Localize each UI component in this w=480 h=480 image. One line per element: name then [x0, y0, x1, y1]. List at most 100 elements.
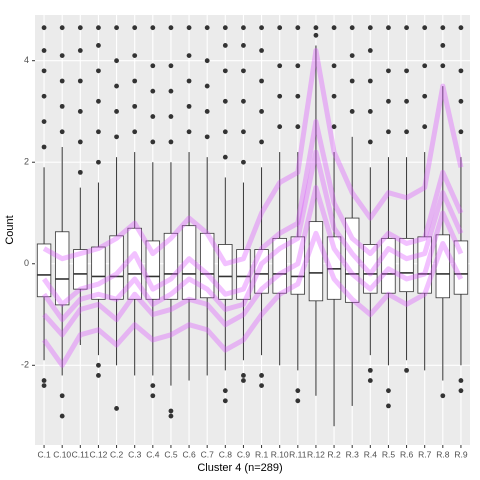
outlier	[367, 109, 373, 114]
outlier	[168, 88, 174, 94]
outlier	[404, 25, 409, 31]
outlier	[277, 124, 283, 130]
outlier	[295, 93, 301, 99]
outlier	[367, 48, 373, 53]
outlier	[59, 78, 65, 84]
outlier	[440, 393, 446, 399]
outlier	[96, 129, 101, 135]
outlier	[422, 63, 428, 69]
outlier	[168, 408, 174, 414]
outlier	[41, 48, 47, 53]
x-tick-label: R.7	[418, 449, 432, 459]
x-tick-label: R.6	[400, 449, 414, 459]
outlier	[96, 43, 101, 48]
x-tick-label: C.9	[237, 449, 251, 459]
x-tick-label: R.10	[271, 449, 289, 459]
outlier	[59, 53, 65, 59]
outlier	[349, 109, 355, 114]
outlier	[132, 53, 138, 59]
outlier	[367, 367, 373, 373]
outlier	[204, 25, 210, 31]
box	[199, 232, 215, 299]
box	[254, 249, 269, 294]
outlier	[186, 78, 192, 84]
x-tick-label: R.3	[346, 449, 360, 459]
x-tick-label: C.11	[72, 449, 90, 459]
outlier	[59, 103, 65, 109]
outlier	[77, 139, 83, 145]
x-tick-label: R.2	[327, 449, 341, 459]
outlier	[277, 25, 283, 31]
outlier	[422, 93, 428, 99]
y-axis-title: Count	[4, 215, 16, 244]
outlier	[77, 169, 83, 175]
outlier	[204, 83, 210, 89]
box	[145, 240, 161, 300]
outlier	[77, 78, 83, 84]
outlier	[386, 388, 391, 394]
outlier	[349, 53, 355, 59]
outlier	[241, 68, 246, 74]
outlier	[295, 25, 301, 31]
outlier	[331, 63, 337, 69]
outlier	[259, 383, 264, 389]
outlier	[114, 109, 119, 114]
outlier	[295, 124, 301, 130]
outlier	[41, 25, 47, 31]
outlier	[150, 139, 156, 145]
outlier	[458, 25, 464, 31]
outlier	[259, 373, 264, 378]
outlier	[222, 398, 228, 404]
outlier	[132, 129, 138, 135]
outlier	[114, 406, 119, 411]
outlier	[404, 129, 409, 135]
x-tick-label: C.12	[89, 449, 107, 459]
outlier	[241, 98, 246, 104]
x-tick-label: C.7	[201, 449, 215, 459]
outlier	[241, 373, 246, 378]
outlier	[96, 373, 101, 378]
outlier	[132, 103, 138, 109]
outlier	[186, 103, 192, 109]
outlier	[331, 93, 337, 99]
outlier	[259, 78, 264, 84]
x-tick-label: C.2	[110, 449, 124, 459]
x-tick-label: R.12	[307, 449, 325, 459]
outlier	[41, 144, 47, 150]
outlier	[404, 98, 409, 104]
outlier	[114, 83, 119, 89]
profile-line	[42, 149, 464, 323]
outlier	[41, 378, 47, 383]
outlier	[295, 388, 301, 394]
outlier	[367, 139, 373, 145]
outlier	[241, 159, 246, 165]
outlier	[277, 63, 283, 69]
outlier	[96, 159, 101, 165]
outlier	[241, 378, 246, 383]
y-tick-label: 2	[24, 157, 29, 167]
profile-line	[42, 48, 464, 267]
outlier	[241, 129, 246, 135]
profile-line	[42, 230, 464, 368]
box	[308, 221, 324, 302]
outlier	[222, 129, 228, 135]
outlier	[150, 383, 156, 389]
box	[344, 217, 360, 303]
outlier	[204, 134, 210, 140]
outlier	[440, 63, 446, 69]
outlier	[150, 63, 156, 69]
outlier	[77, 109, 83, 114]
outlier	[222, 43, 228, 48]
box	[290, 236, 306, 295]
outlier	[168, 139, 174, 145]
outlier	[186, 53, 192, 59]
outlier	[222, 98, 228, 104]
outlier	[222, 154, 228, 160]
y-tick-label: 0	[24, 258, 29, 268]
box	[36, 243, 52, 298]
outlier	[77, 25, 83, 31]
outlier	[96, 362, 101, 368]
outlier	[150, 25, 156, 31]
outlier	[331, 25, 337, 31]
